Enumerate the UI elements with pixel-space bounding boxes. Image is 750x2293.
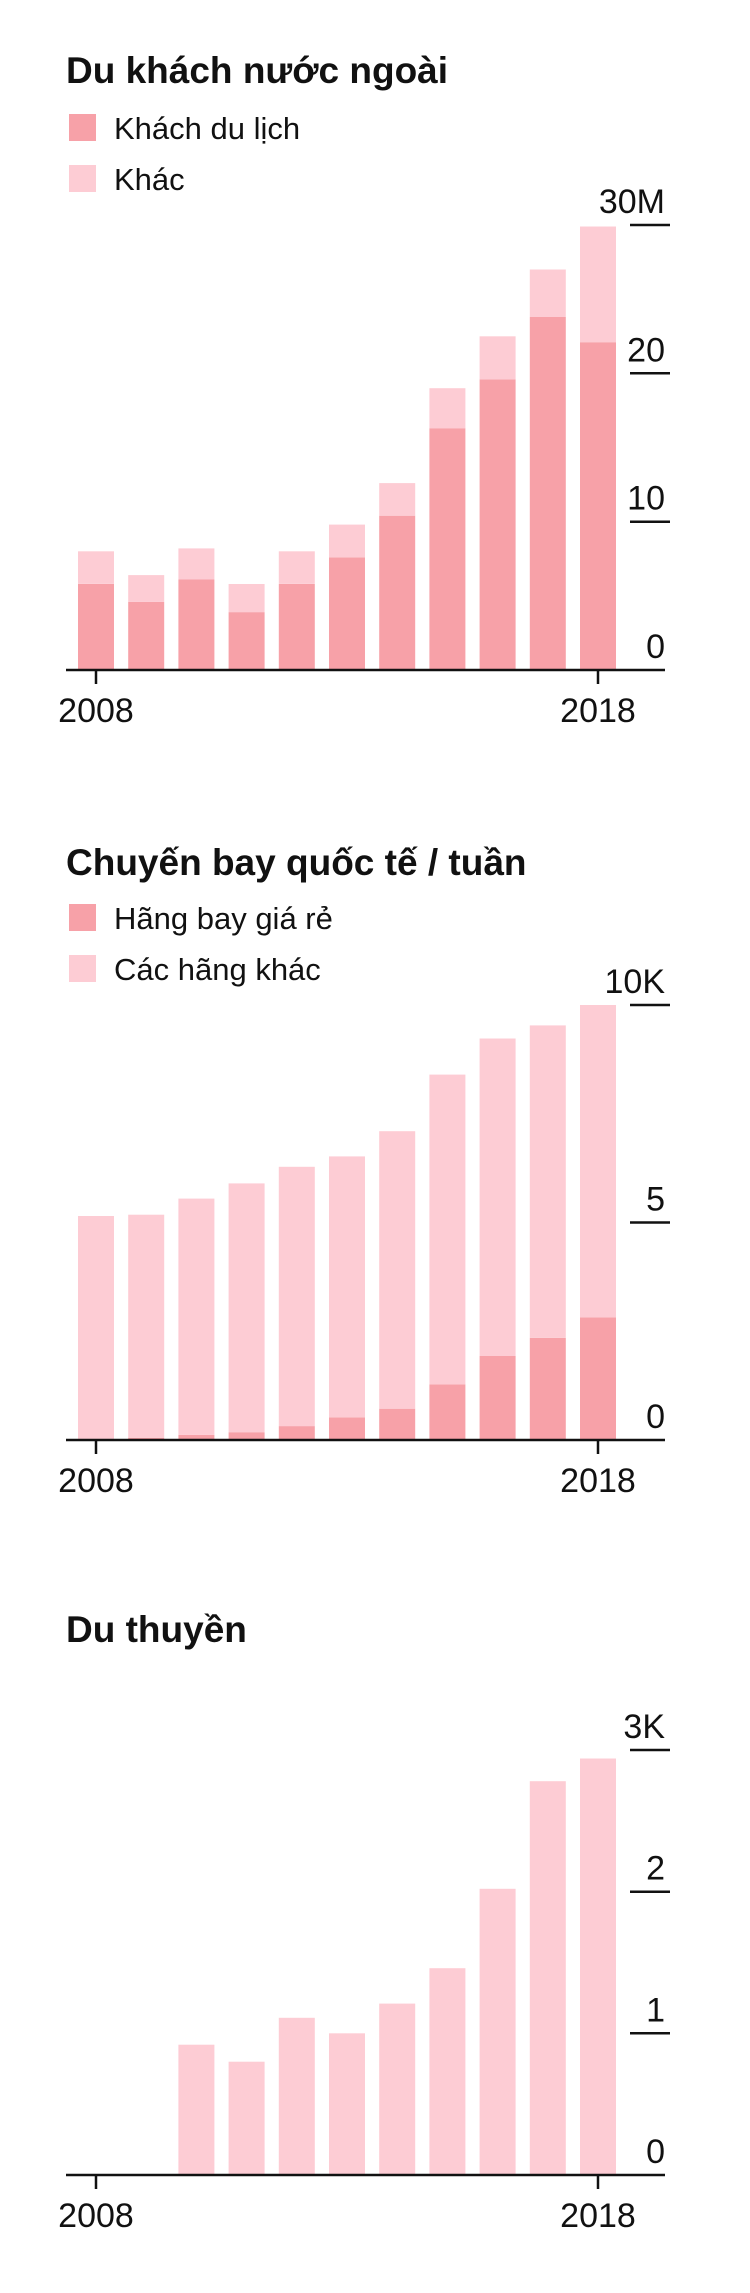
legend-swatch-tourists [69,114,96,141]
chart-title: Chuyến bay quốc tế / tuần [66,842,527,883]
bar-2014-series-1 [379,1131,416,1409]
bar-2017-series-0 [529,317,566,670]
bar-2015-series-0 [429,1384,466,1440]
bar-2009-series-0 [128,601,165,670]
bar-2017-series-0 [529,1337,566,1440]
bar-2008-series-0 [78,584,114,670]
legend-label-other-airlines: Các hãng khác [114,952,321,987]
bar-2011-series-0 [228,2061,265,2175]
bar-2015-series-0 [429,1968,466,2175]
legend-label-other: Khác [114,162,185,197]
legend-label-tourists: Khách du lịch [114,111,300,146]
bar-2017-series-1 [529,269,566,317]
y-tick-label-3: 30M [599,183,665,221]
y-ticks: 0 10 20 30M [599,183,670,666]
bar-2010-series-0 [178,1434,215,1440]
bar-2010-series-0 [178,579,215,670]
bar-2011-series-0 [228,1432,265,1440]
bar-2018-series-1 [580,1005,616,1318]
bar-2014-series-0 [379,515,416,670]
bars [78,1005,616,1440]
x-tick-label-1: 2018 [560,2197,636,2235]
bar-2012-series-0 [278,2017,315,2176]
bar-2010-series-1 [178,1198,215,1435]
y-tick-label-2: 20 [627,331,665,369]
bar-2015-series-1 [429,1074,466,1385]
bar-2016-series-0 [479,1888,516,2175]
bar-2017-series-1 [529,1025,566,1338]
bar-2013-series-1 [329,524,365,558]
bar-2016-series-1 [479,336,516,380]
legend-swatch-low-cost [69,904,96,931]
chart-cruises: Du thuyền 0 1 2 3K 2008 2018 [0,1570,750,2293]
y-tick-label-0: 0 [646,2133,665,2171]
bar-2013-series-0 [329,2033,365,2175]
bar-2015-series-1 [429,388,466,429]
bar-2011-series-1 [228,1183,265,1433]
chart-foreign-visitors: Du khách nước ngoài Khách du lịch Khác 0… [0,0,750,760]
y-ticks: 0 1 2 3K [623,1708,670,2171]
legend-swatch-other-airlines [69,955,96,982]
x-tick-label-0: 2008 [58,1462,134,1500]
bar-2018-series-0 [580,1317,616,1440]
bar-2014-series-1 [379,483,416,516]
bar-2012-series-0 [278,584,315,670]
bar-2015-series-0 [429,428,466,670]
bars [178,1758,616,2176]
bar-2018-series-0 [580,1758,616,2175]
chart-international-flights: Chuyến bay quốc tế / tuần Hãng bay giá r… [0,800,750,1540]
bar-2014-series-0 [379,1408,416,1440]
x-tick-label-0: 2008 [58,2197,134,2235]
bar-2012-series-1 [278,551,315,584]
bar-2014-series-0 [379,2003,416,2175]
bar-2008-series-1 [78,1216,114,1440]
bar-2010-series-0 [178,2044,215,2175]
bar-2013-series-0 [329,1417,365,1440]
bars [78,226,616,670]
y-tick-label-0: 0 [646,1398,665,1436]
bar-2013-series-0 [329,557,365,670]
y-ticks: 0 5 10K [605,963,670,1436]
bar-2008-series-1 [78,551,114,584]
y-tick-label-0: 0 [646,628,665,666]
bar-2010-series-1 [178,548,215,580]
bar-2012-series-1 [278,1166,315,1427]
y-tick-label-1: 1 [646,1991,665,2029]
chart-title: Du thuyền [66,1609,247,1650]
x-tick-label-0: 2008 [58,692,134,730]
bar-2016-series-0 [479,1356,516,1440]
chart-cruises-svg: Du thuyền 0 1 2 3K 2008 2018 [58,1609,670,2235]
bar-2011-series-1 [228,584,265,613]
y-tick-label-2: 10K [605,963,666,1001]
bar-2018-series-1 [580,226,616,343]
y-tick-label-3: 3K [623,1708,665,1746]
legend-swatch-other [69,165,96,192]
y-tick-label-1: 5 [646,1181,665,1219]
bar-2016-series-1 [479,1038,516,1356]
chart-international-flights-svg: Chuyến bay quốc tế / tuần Hãng bay giá r… [58,842,670,1500]
x-ticks: 2008 2018 [58,670,636,730]
x-ticks: 2008 2018 [58,2175,636,2235]
bar-2016-series-0 [479,379,516,670]
x-tick-label-1: 2018 [560,692,636,730]
bar-2009-series-1 [128,1214,165,1438]
bar-2012-series-0 [278,1426,315,1440]
y-tick-label-1: 10 [627,480,665,518]
y-tick-label-2: 2 [646,1850,665,1888]
bar-2018-series-0 [580,342,616,670]
bar-2011-series-0 [228,612,265,670]
bar-2009-series-1 [128,575,165,602]
chart-foreign-visitors-svg: Du khách nước ngoài Khách du lịch Khác 0… [58,50,670,730]
bar-2013-series-1 [329,1156,365,1418]
chart-title: Du khách nước ngoài [66,50,448,91]
x-tick-label-1: 2018 [560,1462,636,1500]
x-ticks: 2008 2018 [58,1440,636,1500]
bar-2017-series-0 [529,1781,566,2175]
legend-label-low-cost: Hãng bay giá rẻ [114,901,333,936]
